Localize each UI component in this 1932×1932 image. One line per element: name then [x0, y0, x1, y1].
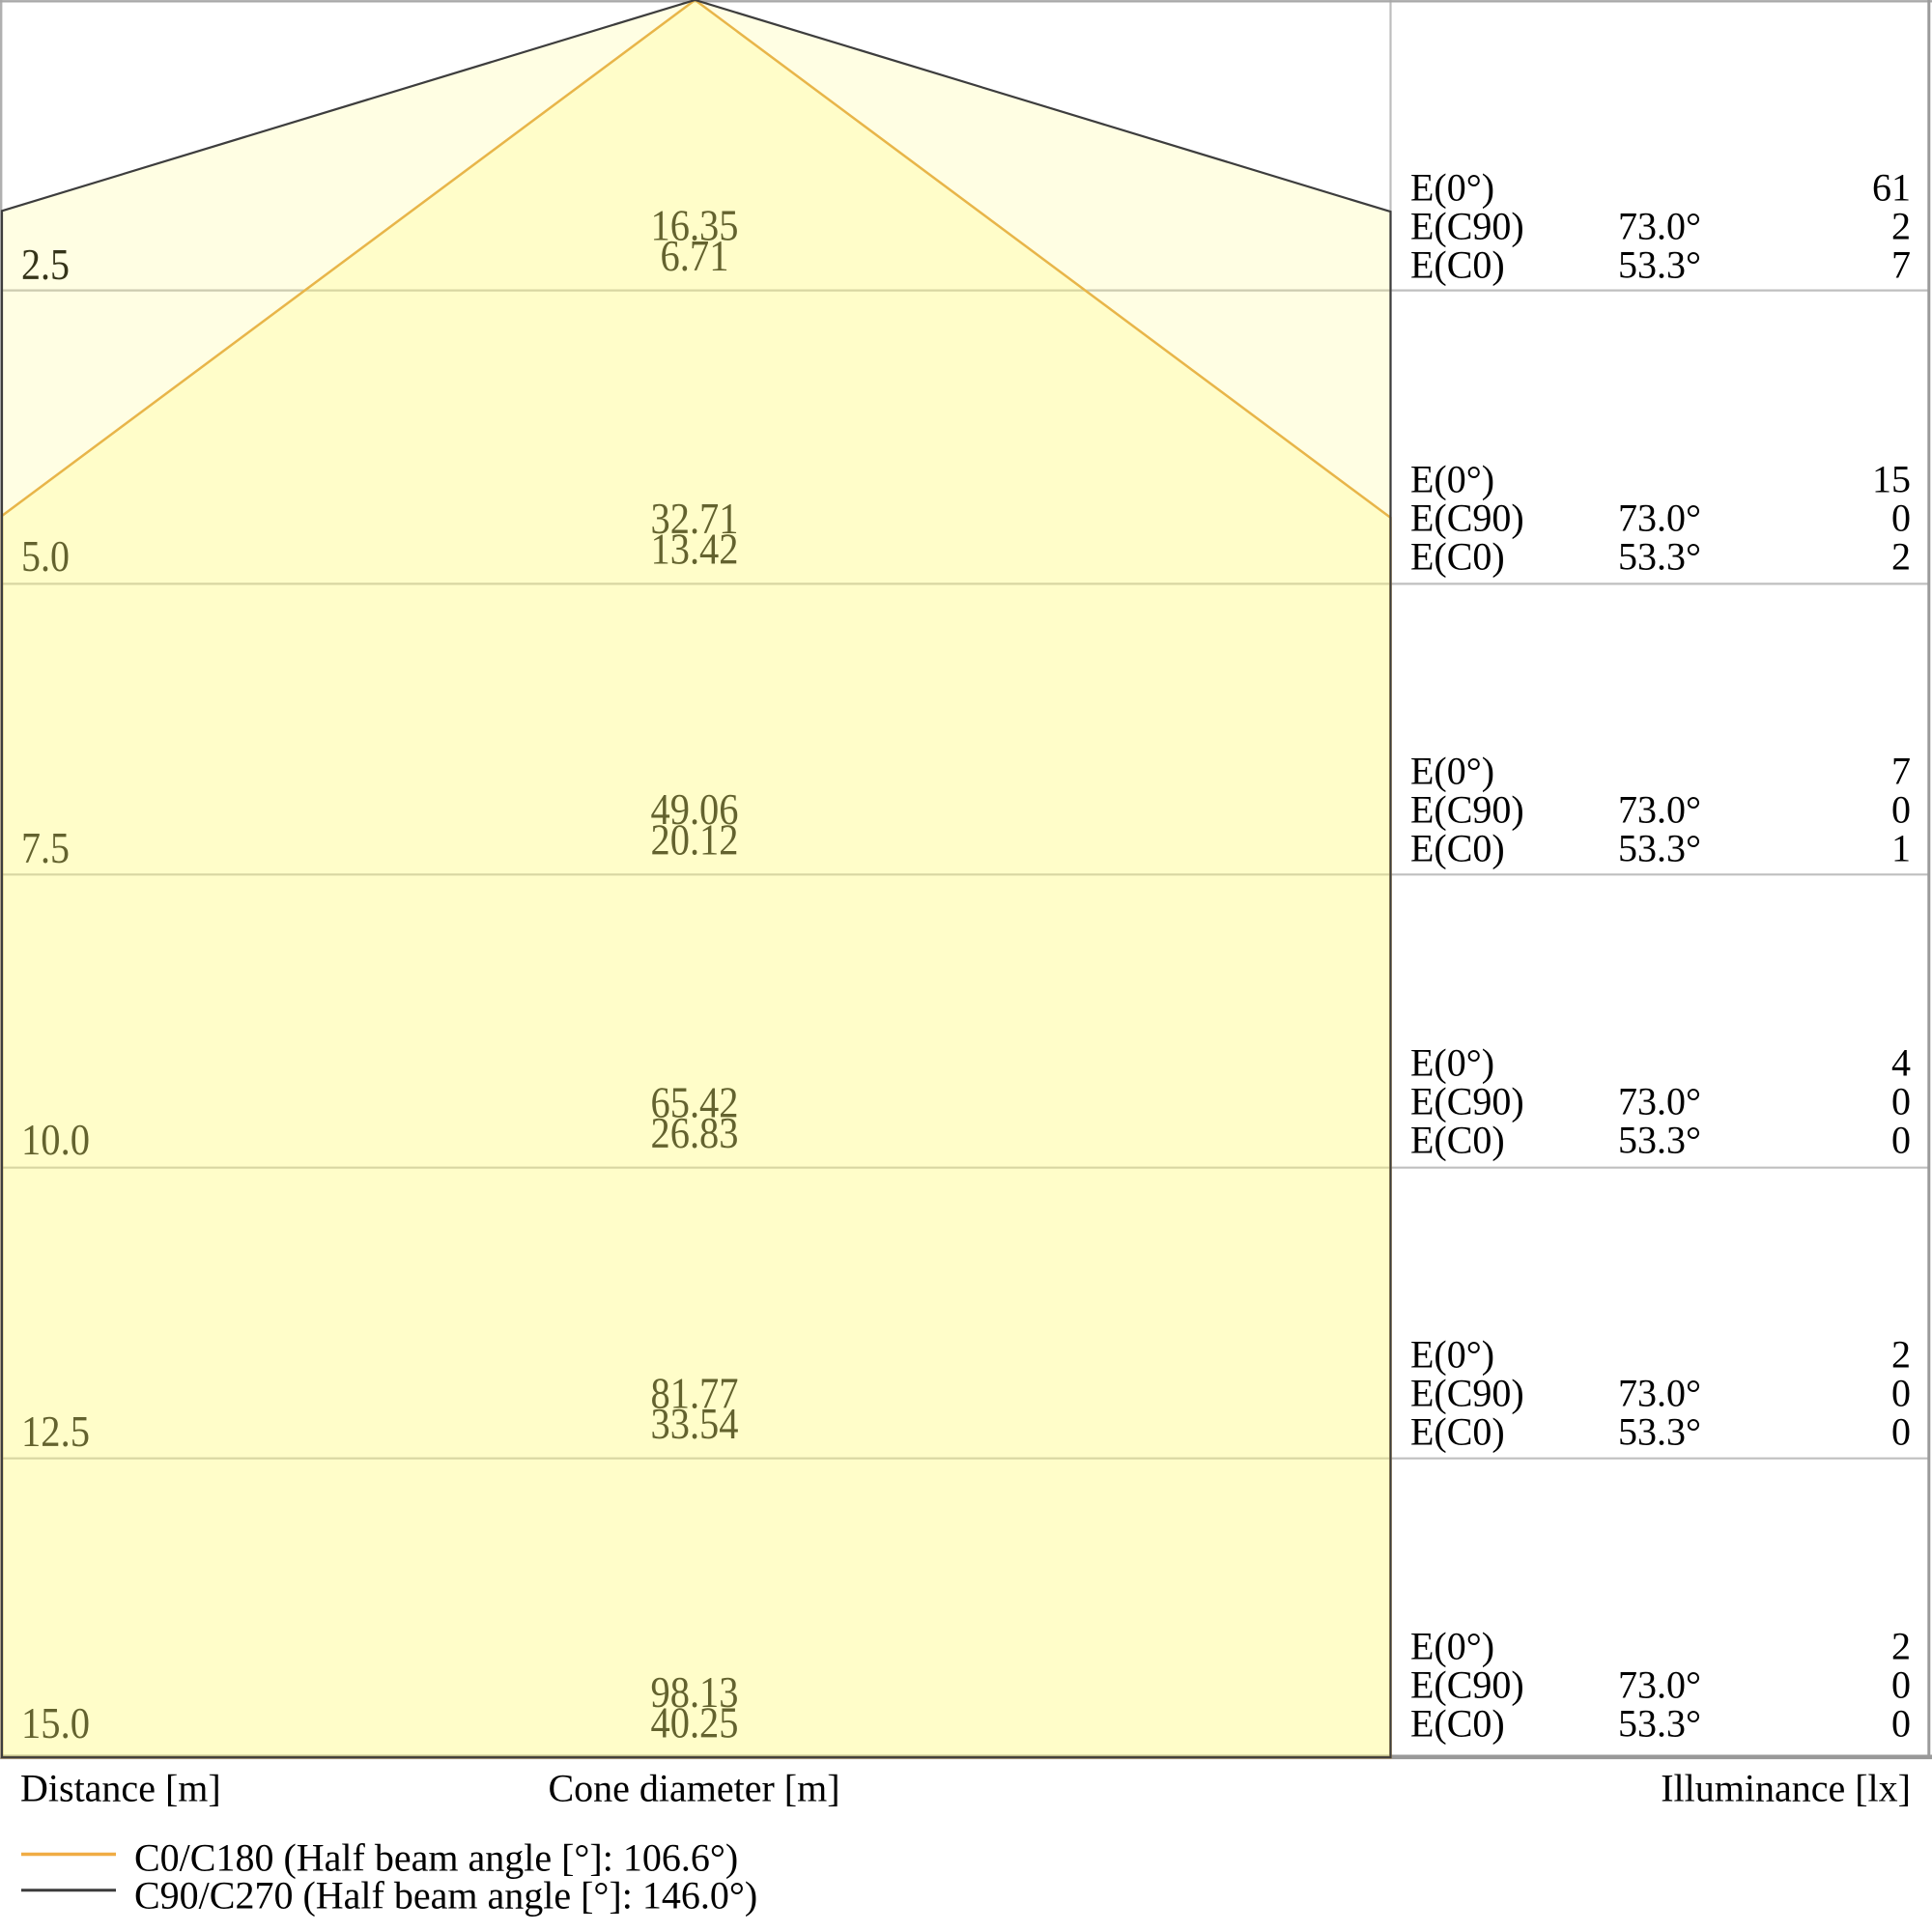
svg-text:0: 0 [1891, 1372, 1911, 1415]
svg-text:73.0°: 73.0° [1618, 788, 1701, 832]
svg-text:98.13: 98.13 [651, 1668, 739, 1717]
svg-text:2: 2 [1891, 204, 1911, 247]
svg-text:E(C0): E(C0) [1410, 827, 1505, 870]
svg-text:C0/C180 (Half beam angle [°]:: C0/C180 (Half beam angle [°]: 106.6°) [134, 1836, 738, 1880]
svg-text:E(C0): E(C0) [1410, 1702, 1505, 1746]
svg-text:E(C90): E(C90) [1410, 1663, 1524, 1707]
svg-text:73.0°: 73.0° [1618, 1372, 1701, 1415]
svg-text:E(0°): E(0°) [1410, 457, 1494, 500]
svg-text:32.71: 32.71 [651, 495, 739, 543]
svg-text:E(0°): E(0°) [1410, 1625, 1494, 1668]
svg-text:16.35: 16.35 [651, 201, 739, 249]
svg-text:12.5: 12.5 [21, 1407, 90, 1456]
svg-text:53.3°: 53.3° [1618, 1410, 1701, 1454]
svg-text:1: 1 [1891, 827, 1911, 870]
svg-text:49.06: 49.06 [651, 785, 739, 834]
svg-text:E(0°): E(0°) [1410, 1041, 1494, 1085]
svg-text:E(C0): E(C0) [1410, 1119, 1505, 1162]
svg-text:2: 2 [1891, 535, 1911, 579]
svg-text:6.71: 6.71 [661, 232, 729, 280]
svg-text:E(0°): E(0°) [1410, 750, 1494, 793]
svg-text:E(C90): E(C90) [1410, 1372, 1524, 1415]
svg-text:2: 2 [1891, 1625, 1911, 1668]
svg-text:2.5: 2.5 [21, 241, 70, 289]
svg-text:E(C90): E(C90) [1410, 788, 1524, 832]
svg-text:15: 15 [1872, 457, 1911, 500]
svg-text:2: 2 [1891, 1333, 1911, 1377]
svg-text:C90/C270 (Half beam angle [°]:: C90/C270 (Half beam angle [°]: 146.0°) [134, 1874, 757, 1918]
svg-text:0: 0 [1891, 788, 1911, 832]
svg-text:Cone diameter [m]: Cone diameter [m] [548, 1766, 839, 1809]
svg-text:73.0°: 73.0° [1618, 497, 1701, 540]
svg-text:0: 0 [1891, 497, 1911, 540]
svg-text:65.42: 65.42 [651, 1078, 739, 1126]
svg-text:53.3°: 53.3° [1618, 1702, 1701, 1746]
svg-text:33.54: 33.54 [651, 1400, 739, 1448]
svg-text:E(0°): E(0°) [1410, 1333, 1494, 1377]
svg-text:73.0°: 73.0° [1618, 1080, 1701, 1123]
svg-text:5.0: 5.0 [21, 532, 70, 581]
svg-text:E(C90): E(C90) [1410, 204, 1524, 247]
svg-text:Distance [m]: Distance [m] [20, 1766, 221, 1809]
svg-text:53.3°: 53.3° [1618, 243, 1701, 287]
svg-text:Illuminance [lx]: Illuminance [lx] [1661, 1766, 1911, 1809]
svg-text:10.0: 10.0 [21, 1116, 90, 1164]
svg-text:20.12: 20.12 [651, 816, 739, 865]
svg-text:0: 0 [1891, 1663, 1911, 1707]
svg-text:40.25: 40.25 [651, 1699, 739, 1747]
svg-text:7: 7 [1891, 243, 1911, 287]
svg-text:E(C90): E(C90) [1410, 1080, 1524, 1123]
svg-text:E(C0): E(C0) [1410, 535, 1505, 579]
svg-text:61: 61 [1872, 165, 1911, 209]
svg-text:0: 0 [1891, 1080, 1911, 1123]
svg-text:0: 0 [1891, 1119, 1911, 1162]
svg-text:4: 4 [1891, 1041, 1911, 1085]
svg-text:73.0°: 73.0° [1618, 204, 1701, 247]
svg-text:73.0°: 73.0° [1618, 1663, 1701, 1707]
svg-text:26.83: 26.83 [651, 1109, 739, 1157]
svg-text:E(0°): E(0°) [1410, 165, 1494, 209]
svg-text:7.5: 7.5 [21, 824, 70, 872]
svg-text:E(C0): E(C0) [1410, 1410, 1505, 1454]
svg-text:15.0: 15.0 [21, 1699, 90, 1747]
svg-text:53.3°: 53.3° [1618, 1119, 1701, 1162]
svg-text:53.3°: 53.3° [1618, 827, 1701, 870]
svg-text:0: 0 [1891, 1410, 1911, 1454]
svg-text:0: 0 [1891, 1702, 1911, 1746]
svg-text:7: 7 [1891, 750, 1911, 793]
svg-text:E(C90): E(C90) [1410, 497, 1524, 540]
svg-text:13.42: 13.42 [651, 526, 739, 574]
svg-text:81.77: 81.77 [651, 1369, 739, 1417]
svg-text:E(C0): E(C0) [1410, 243, 1505, 287]
svg-text:53.3°: 53.3° [1618, 535, 1701, 579]
